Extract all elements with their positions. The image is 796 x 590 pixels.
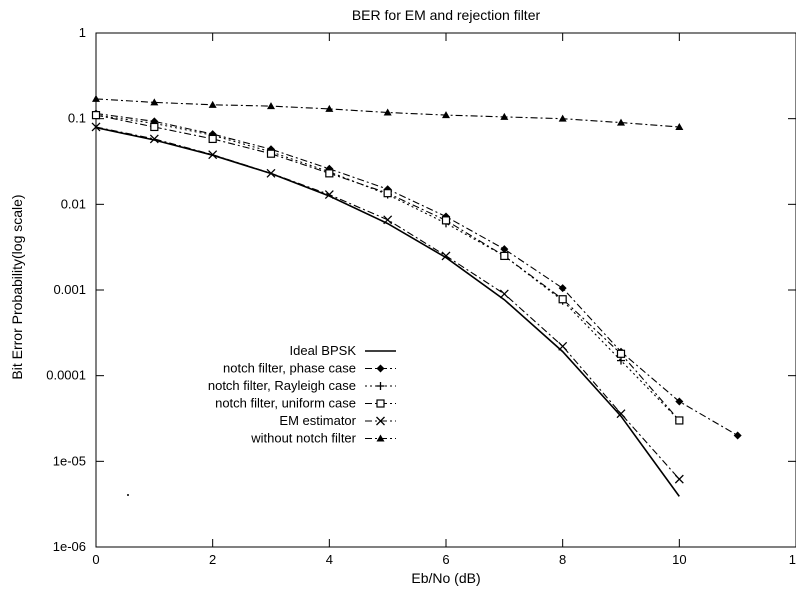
series-4-point [149, 134, 159, 144]
series-5-line [95, 98, 680, 128]
series-5-point [208, 100, 217, 108]
series-5-point [383, 108, 392, 116]
scan-speck [127, 494, 129, 496]
series-4-point [499, 289, 509, 299]
series-5-point [92, 94, 100, 102]
series-5-point [617, 118, 625, 126]
x-axis-label: Eb/No (dB) [411, 570, 480, 586]
series-0 [95, 126, 680, 497]
series-2-point [617, 356, 625, 365]
axis-ticks: 0 2 4 6 8 10 12 1 0.1 0.01 0.001 0.0001 1e-05 1e-06 [46, 25, 796, 567]
series-1-line [95, 112, 738, 436]
y-tick-label: 0.001 [53, 282, 86, 297]
y-tick-label: 1e-05 [53, 453, 86, 468]
series-4-point [383, 215, 393, 225]
series-3-point [500, 251, 509, 261]
x-tick-label: 2 [209, 552, 216, 567]
legend-marker [376, 416, 385, 426]
legend-label: without notch filter [250, 431, 356, 446]
series-3-point [91, 111, 101, 120]
legend-item: notch filter, Rayleigh case [208, 378, 396, 393]
x-tick-label: 10 [672, 552, 686, 567]
legend-item: EM estimator [279, 413, 396, 428]
series-5-point [558, 114, 567, 122]
series-3-point [266, 149, 276, 158]
series-4-line [95, 126, 680, 480]
series-4-point [558, 341, 568, 351]
y-tick-label: 1 [79, 25, 86, 40]
series-4-point [674, 474, 684, 484]
series-5 [92, 94, 684, 130]
legend-marker [376, 434, 385, 442]
series-3-point [616, 349, 626, 358]
series-4-point [324, 190, 334, 200]
series-layer [91, 94, 742, 497]
series-3-point [150, 122, 159, 132]
legend-item: without notch filter [250, 431, 396, 446]
series-5-point [267, 102, 275, 110]
legend-marker [376, 399, 385, 408]
series-3-line [95, 114, 680, 421]
x-tick-label: 4 [326, 552, 333, 567]
legend-label: Ideal BPSK [290, 343, 357, 358]
y-tick-label: 0.01 [61, 196, 86, 211]
series-1-point [733, 431, 742, 440]
series-5-point [500, 112, 509, 120]
legend-label: notch filter, Rayleigh case [208, 378, 356, 393]
series-4 [91, 122, 684, 484]
legend-marker [376, 364, 385, 373]
series-5-point [150, 98, 159, 106]
legend-item: notch filter, phase case [223, 361, 396, 376]
series-4-point [616, 409, 626, 419]
y-axis-label: Bit Error Probability(log scale) [9, 194, 25, 379]
series-1-point [675, 397, 684, 406]
series-5-point [325, 104, 334, 112]
legend-label: EM estimator [279, 413, 356, 428]
series-4-point [266, 168, 276, 178]
series-4-point [91, 122, 101, 132]
series-4-point [441, 251, 451, 261]
series-3-point [558, 295, 567, 304]
series-1-point [558, 284, 567, 293]
series-3-point [325, 169, 334, 178]
x-tick-label: 8 [559, 552, 566, 567]
series-3-point [675, 416, 684, 425]
series-5-point [675, 122, 684, 130]
series-3-point [441, 216, 451, 225]
series-0-line [95, 126, 680, 497]
series-2 [92, 111, 684, 425]
series-4-point [208, 150, 218, 160]
legend-label: notch filter, uniform case [215, 396, 356, 411]
series-2-line [95, 114, 680, 421]
legend-item: notch filter, uniform case [215, 396, 396, 411]
legend-marker [376, 382, 385, 390]
legend: Ideal BPSK notch filter, phase case notch … [208, 343, 396, 446]
series-1 [92, 109, 742, 440]
series-3-point [208, 134, 217, 144]
series-5-point [442, 111, 450, 119]
plot-frame [95, 32, 796, 548]
y-tick-label: 0.1 [68, 111, 86, 126]
legend-item: Ideal BPSK [290, 343, 396, 358]
y-tick-label: 0.0001 [46, 368, 86, 383]
legend-label: notch filter, phase case [223, 361, 356, 376]
series-1-point [500, 245, 509, 254]
series-3-point [383, 189, 392, 198]
x-tick-label: 6 [442, 552, 449, 567]
chart-title: BER for EM and rejection filter [352, 7, 541, 23]
series-3 [91, 111, 684, 425]
y-tick-label: 1e-06 [53, 539, 86, 554]
x-tick-label: 12 [789, 552, 796, 567]
x-tick-label: 0 [92, 552, 99, 567]
